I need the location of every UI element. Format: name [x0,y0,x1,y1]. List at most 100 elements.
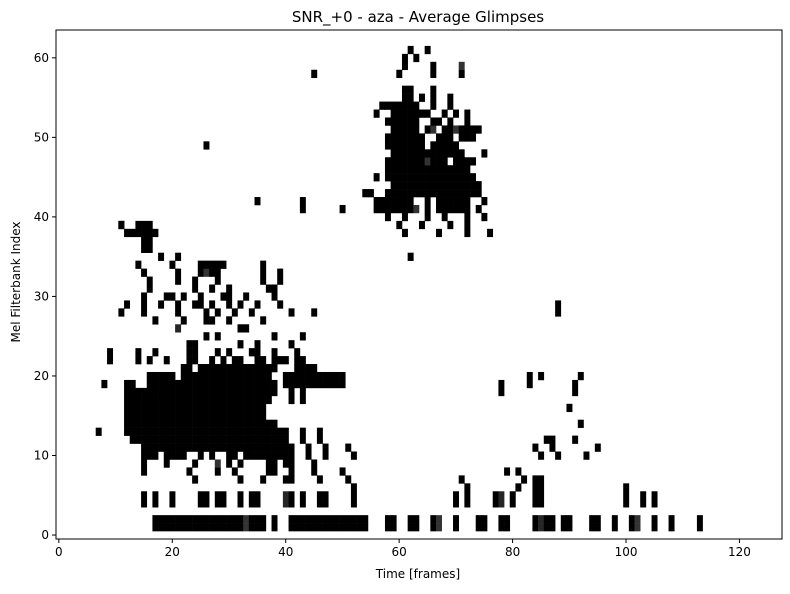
glimpse-cell [458,173,465,182]
glimpse-cell [413,523,420,532]
glimpse-cell [401,85,408,94]
glimpse-cell [214,379,221,389]
glimpse-cell [350,491,357,500]
glimpse-cell [430,69,437,79]
glimpse-cell [441,189,448,198]
glimpse-cell [209,451,216,460]
glimpse-cell [248,523,255,532]
glimpse-cell [288,467,295,476]
glimpse-cell [237,300,244,309]
glimpse-cell [197,427,204,436]
x-tick-label: 20 [165,545,180,559]
glimpse-cell [464,181,471,190]
glimpse-cell [430,165,437,174]
glimpse-cell [282,443,289,452]
glimpse-cell [447,173,454,182]
glimpse-cell [453,109,459,118]
glimpse-cell [226,427,233,436]
glimpse-cell [186,379,193,389]
glimpse-cell [413,53,420,63]
glimpse-cell [294,356,301,365]
glimpse-cell [288,340,295,349]
glimpse-cell [396,133,403,142]
glimpse-cell [158,419,165,428]
glimpse-cell [135,260,142,269]
glimpse-cell [146,356,153,365]
glimpse-cell [192,523,199,532]
glimpse-cell [146,276,153,285]
glimpse-cell [441,212,448,222]
glimpse-cell [413,173,420,182]
glimpse-cell [141,387,148,397]
glimpse-cell [209,403,216,413]
glimpse-cell [401,61,408,71]
glimpse-cell [458,157,465,166]
glimpse-cell [339,379,346,389]
glimpse-cell [146,427,153,436]
glimpse-cell [163,451,170,460]
glimpse-cell [589,523,596,532]
glimpse-cell [254,523,261,532]
glimpse-cell [203,499,210,508]
glimpse-cell [169,451,176,460]
glimpse-cell [141,451,148,460]
glimpse-cell [390,133,397,142]
glimpse-cell [129,228,136,238]
glimpse-cell [180,515,187,524]
glimpse-cell [124,395,131,405]
y-tick-label: 10 [34,448,49,462]
glimpse-cell [430,189,437,198]
glimpse-cell [186,403,193,413]
glimpse-cell [316,499,323,508]
glimpse-cell [594,515,601,524]
glimpse-cell [209,356,216,365]
glimpse-cell [305,443,312,452]
glimpse-cell [299,395,306,405]
glimpse-cell [141,411,148,420]
glimpse-cell [288,387,295,397]
glimpse-cell [265,443,272,452]
glimpse-cell [203,308,210,317]
glimpse-cell [390,523,397,532]
glimpse-cell [231,515,238,524]
glimpse-cell [163,403,170,413]
glimpse-cell [260,364,267,373]
glimpse-cell [328,515,335,524]
glimpse-cell [146,419,153,428]
glimpse-cell [175,523,182,532]
glimpse-cell [282,435,289,444]
glimpse-cell [146,228,153,238]
glimpse-cell [135,228,142,238]
glimpse-cell [413,165,420,174]
glimpse-cell [277,268,284,277]
y-tick-label: 20 [34,369,49,383]
glimpse-cell [152,403,159,413]
glimpse-cell [197,443,204,452]
glimpse-cell [231,371,238,381]
glimpse-cell [141,427,148,436]
glimpse-cell [282,427,289,436]
glimpse-cells [95,45,703,532]
glimpse-cell [203,371,210,381]
glimpse-cell [175,451,182,460]
glimpse-cell [163,371,170,381]
glimpse-cell [453,173,459,182]
glimpse-cell [248,515,255,524]
glimpse-cell [413,125,420,134]
glimpse-cell [197,395,204,405]
glimpse-cell [107,348,114,357]
glimpse-cell [282,459,289,468]
glimpse-cell [152,451,159,460]
glimpse-cell [299,515,306,524]
glimpse-cell [135,403,142,413]
plot-area [55,29,783,540]
glimpse-cell [243,379,250,389]
glimpse-cell [197,268,204,277]
glimpse-cell [248,443,255,452]
glimpse-cell [640,491,647,500]
glimpse-cell [299,499,306,508]
glimpse-cell [453,149,459,158]
glimpse-cell [424,125,431,134]
glimpse-cell [192,300,199,309]
